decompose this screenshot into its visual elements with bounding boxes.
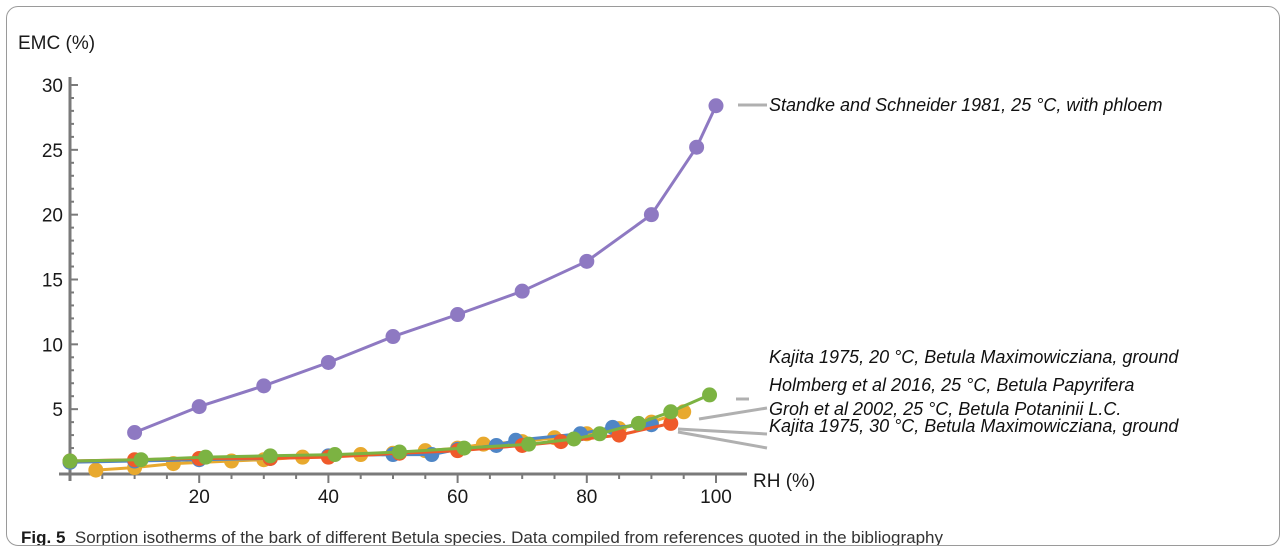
data-point xyxy=(191,399,207,415)
data-point xyxy=(566,431,582,447)
data-point xyxy=(663,404,679,420)
axis-ticks: 20 40 60 80 100 5 10 15 20 25 30 xyxy=(42,76,732,508)
y-tick-label: 20 xyxy=(42,206,63,227)
data-point xyxy=(643,207,659,223)
x-tick-label: 20 xyxy=(189,487,210,508)
data-point xyxy=(327,447,343,463)
y-tick-label: 30 xyxy=(42,76,63,97)
series-label: Groh et al 2002, 25 °C, Betula Potaninii… xyxy=(769,399,1121,419)
x-tick-label: 100 xyxy=(700,487,732,508)
series-label: Holmberg et al 2016, 25 °C, Betula Papyr… xyxy=(769,375,1134,395)
series-label: Standke and Schneider 1981, 25 °C, with … xyxy=(769,95,1162,115)
series-2 xyxy=(62,387,718,469)
y-axis-title: EMC (%) xyxy=(18,33,95,54)
data-point xyxy=(320,354,336,370)
series-label: Kajita 1975, 20 °C, Betula Maximowiczian… xyxy=(769,347,1179,367)
data-point xyxy=(592,426,608,442)
data-point xyxy=(663,415,679,431)
sorption-isotherm-chart: 20 40 60 80 100 5 10 15 20 25 30 Standke and Schne… xyxy=(18,33,1179,508)
series-labels: Standke and Schneider 1981, 25 °C, with … xyxy=(677,95,1179,450)
data-point xyxy=(133,452,149,468)
label-leader-line xyxy=(677,427,768,436)
y-tick-label: 10 xyxy=(42,335,63,356)
label-leader-line xyxy=(677,430,768,450)
figure-panel: 20 40 60 80 100 5 10 15 20 25 30 Standke and Schne… xyxy=(6,6,1280,546)
data-point xyxy=(198,449,214,465)
data-point xyxy=(689,139,705,155)
y-tick-label: 5 xyxy=(52,400,63,421)
data-point xyxy=(262,448,278,464)
y-tick-label: 25 xyxy=(42,141,63,162)
data-point xyxy=(391,444,407,460)
series-1 xyxy=(127,98,724,441)
data-point xyxy=(88,462,104,478)
data-point xyxy=(450,307,466,323)
data-point xyxy=(385,329,401,345)
x-tick-label: 40 xyxy=(318,487,339,508)
data-point xyxy=(630,415,646,431)
data-point xyxy=(456,440,472,456)
data-point xyxy=(521,436,537,452)
figure-caption: Fig. 5 Sorption isotherms of the bark of… xyxy=(21,528,943,546)
x-tick-label: 80 xyxy=(576,487,597,508)
data-point xyxy=(514,283,530,299)
data-point xyxy=(62,453,78,469)
caption-text: Sorption isotherms of the bark of differ… xyxy=(74,528,943,546)
data-point xyxy=(256,378,272,394)
label-leader-line xyxy=(698,406,768,421)
y-tick-label: 15 xyxy=(42,271,63,292)
series-label: Kajita 1975, 30 °C, Betula Maximowiczian… xyxy=(769,416,1179,436)
series-layer xyxy=(62,98,724,478)
data-point xyxy=(702,387,718,403)
x-tick-label: 60 xyxy=(447,487,468,508)
series-line xyxy=(134,105,718,434)
data-point xyxy=(611,427,627,443)
caption-label: Fig. 5 xyxy=(21,528,66,546)
data-point xyxy=(708,98,724,114)
data-point xyxy=(127,425,143,441)
x-axis-title: RH (%) xyxy=(753,471,815,492)
data-point xyxy=(579,253,595,269)
